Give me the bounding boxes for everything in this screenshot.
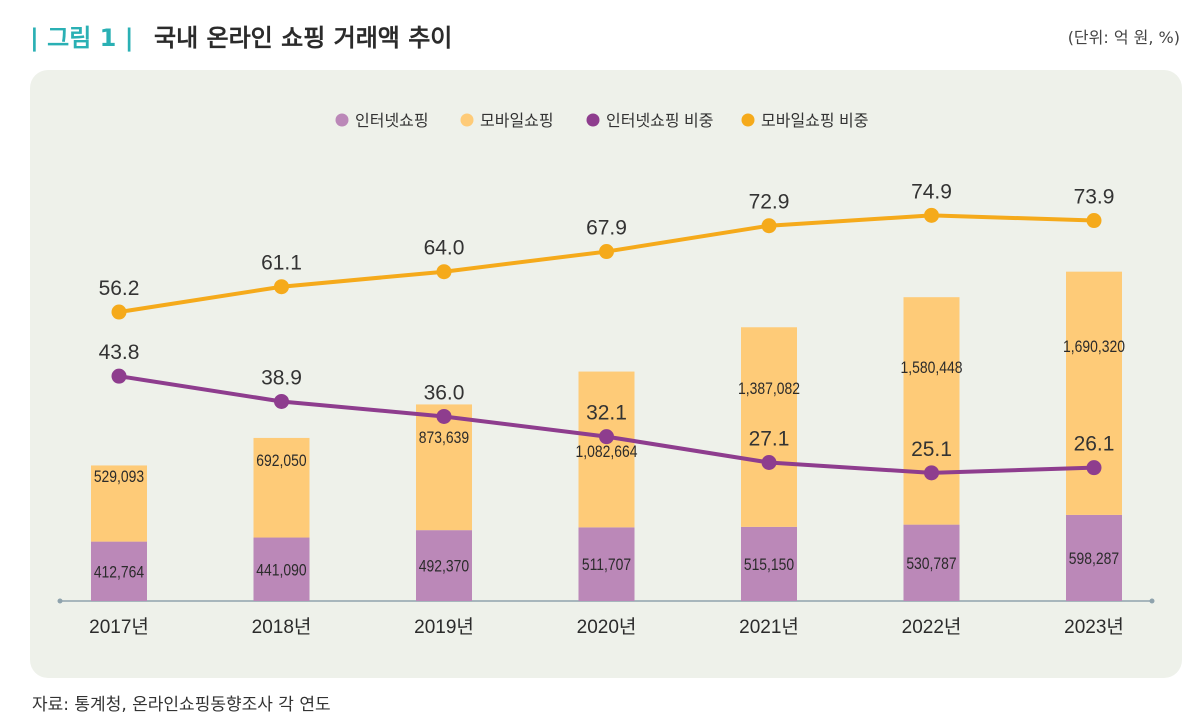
x-axis-end-dot [57, 598, 63, 604]
legend-marker-2 [586, 113, 600, 127]
bar-internet-2017 [91, 541, 147, 601]
bar-mobile-2019 [416, 404, 472, 531]
point-mobile-share-2023 [1086, 213, 1102, 229]
bar-label-internet: 441,090 [256, 561, 307, 580]
point-mobile-share-2020 [599, 244, 614, 260]
point-mobile-share-2022 [924, 207, 939, 223]
x-tick-label: 2017년 [89, 616, 149, 638]
x-tick-label: 2023년 [1064, 616, 1124, 638]
bar-label-internet: 412,764 [94, 563, 145, 582]
point-internet-share-2020 [599, 429, 614, 445]
point-internet-share-2019 [436, 408, 452, 424]
x-tick-label: 2020년 [577, 616, 637, 638]
line-label-mobile-share: 74.9 [911, 180, 952, 203]
point-mobile-share-2017 [111, 304, 127, 320]
legend-label: 인터넷쇼핑 비중 [606, 112, 714, 130]
point-internet-share-2018 [274, 393, 289, 409]
chart-panel: 412,764 529,093 441,090 692,050 492,370 873,6… [30, 70, 1182, 678]
legend-label: 모바일쇼핑 비중 [761, 112, 869, 130]
bar-label-mobile: 692,050 [256, 452, 307, 471]
x-tick-label: 2021년 [739, 616, 799, 638]
line-label-internet-share: 32.1 [586, 402, 627, 425]
bar-label-mobile: 529,093 [94, 468, 144, 487]
point-mobile-share-2019 [436, 264, 452, 280]
bar-mobile-2017 [91, 465, 147, 542]
point-mobile-share-2021 [761, 218, 777, 234]
bar-label-mobile: 1,387,082 [738, 380, 800, 399]
line-label-mobile-share: 67.9 [586, 217, 627, 240]
bar-label-mobile: 1,690,320 [1063, 338, 1125, 357]
bar-label-internet: 492,370 [419, 557, 470, 576]
line-label-mobile-share: 64.0 [424, 237, 465, 260]
bar-label-internet: 598,287 [1069, 550, 1119, 569]
point-internet-share-2017 [111, 368, 127, 384]
unit-note: (단위: 억 원, %) [1067, 28, 1180, 47]
legend-label: 모바일쇼핑 [480, 112, 554, 130]
point-internet-share-2022 [924, 465, 939, 481]
line-label-mobile-share: 61.1 [261, 252, 302, 275]
bar-internet-2018 [253, 537, 310, 601]
chart-canvas: 412,764 529,093 441,090 692,050 492,370 873,6… [57, 112, 1155, 638]
bar-internet-2023 [1066, 514, 1122, 601]
line-label-internet-share: 26.1 [1074, 433, 1115, 456]
bar-mobile-2020 [578, 371, 635, 528]
bar-label-mobile: 1,082,664 [576, 443, 638, 462]
legend-marker-0 [335, 113, 349, 127]
bar-label-internet: 515,150 [744, 556, 795, 575]
line-label-internet-share: 27.1 [749, 427, 790, 450]
point-internet-share-2023 [1086, 460, 1102, 476]
bar-internet-2022 [903, 524, 960, 601]
bar-label-mobile: 873,639 [419, 429, 469, 448]
bar-internet-2020 [578, 527, 635, 601]
bar-mobile-2021 [741, 327, 797, 527]
bar-internet-2021 [741, 526, 797, 601]
x-axis-end-dot [1149, 598, 1155, 604]
figure-label: | 그림 1 | [30, 24, 134, 52]
point-internet-share-2021 [761, 454, 777, 470]
x-tick-label: 2018년 [252, 616, 312, 638]
line-label-internet-share: 38.9 [261, 366, 302, 389]
line-label-internet-share: 25.1 [911, 438, 952, 461]
source-note: 자료: 통계청, 온라인쇼핑동향조사 각 연도 [32, 695, 331, 715]
bar-label-internet: 530,787 [906, 555, 956, 574]
legend-marker-3 [741, 113, 755, 127]
bar-label-internet: 511,707 [582, 556, 631, 575]
line-label-mobile-share: 56.2 [99, 277, 140, 300]
legend-marker-1 [460, 113, 474, 127]
line-label-internet-share: 43.8 [99, 341, 140, 364]
bar-internet-2019 [416, 530, 472, 601]
legend-label: 인터넷쇼핑 [355, 112, 429, 130]
bar-mobile-2023 [1066, 271, 1122, 515]
line-label-mobile-share: 73.9 [1074, 186, 1115, 209]
chart-title: 국내 온라인 쇼핑 거래액 추이 [154, 24, 453, 52]
bar-label-mobile: 1,580,448 [901, 359, 963, 378]
line-label-internet-share: 36.0 [424, 381, 465, 404]
figure-header: | 그림 1 | 국내 온라인 쇼핑 거래액 추이 (단위: 억 원, %) [30, 18, 1180, 54]
point-mobile-share-2018 [274, 279, 289, 295]
bar-mobile-2022 [903, 297, 960, 525]
x-tick-label: 2022년 [902, 616, 962, 638]
bar-mobile-2018 [253, 437, 310, 538]
x-tick-label: 2019년 [414, 616, 474, 638]
line-label-mobile-share: 72.9 [749, 191, 790, 214]
